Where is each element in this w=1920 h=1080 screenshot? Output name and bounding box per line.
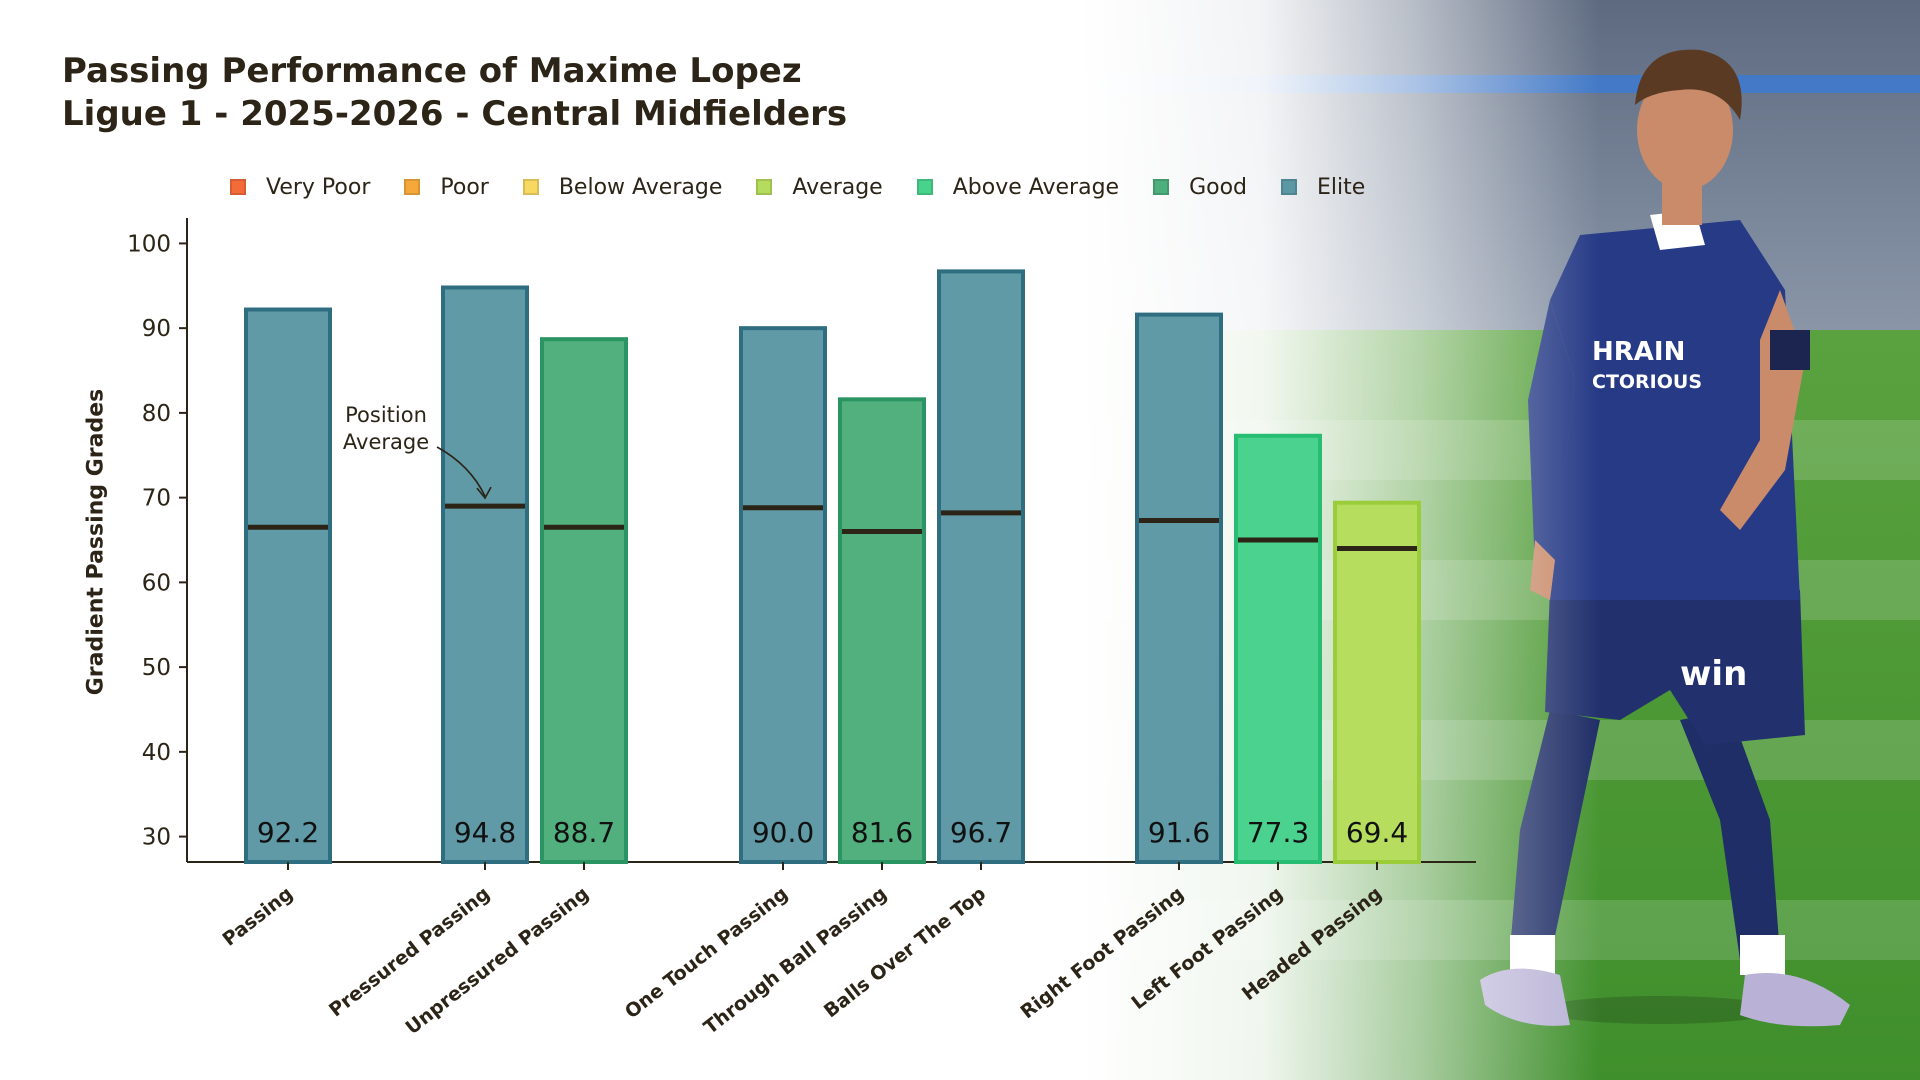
title-line-1: Passing Performance of Maxime Lopez <box>62 51 802 91</box>
svg-text:win: win <box>1680 654 1747 694</box>
bar <box>739 326 827 864</box>
y-tick-label: 60 <box>142 570 171 596</box>
bar <box>838 397 926 864</box>
position-average-annotation: Position Average <box>336 402 436 456</box>
bar-value-label: 77.3 <box>1247 816 1309 849</box>
legend-item-average: Average <box>756 174 883 200</box>
svg-text:HRAIN: HRAIN <box>1592 337 1685 367</box>
legend-swatch <box>522 179 539 195</box>
y-tick-label: 30 <box>142 825 171 851</box>
legend-label: Elite <box>1317 174 1366 200</box>
y-tick-label: 100 <box>127 231 171 257</box>
x-tick-label: Right Foot Passing <box>1017 883 1189 1024</box>
legend-swatch <box>1153 179 1170 195</box>
legend-swatch <box>916 179 933 195</box>
bar <box>1333 500 1421 864</box>
legend-label: Below Average <box>558 174 723 200</box>
legend-swatch <box>1281 179 1298 195</box>
bar <box>1135 312 1223 865</box>
bar-value-label: 90.0 <box>752 816 814 849</box>
bar <box>540 337 628 864</box>
annotation-arrowhead <box>476 486 492 500</box>
legend-label: Good <box>1189 174 1248 200</box>
annotation-arrow <box>436 446 486 497</box>
legend-swatch <box>756 179 773 195</box>
legend-swatch <box>404 179 421 195</box>
svg-text:CTORIOUS: CTORIOUS <box>1592 371 1702 393</box>
x-tick-label: Passing <box>219 883 298 951</box>
x-tick-label: Unpressured Passing <box>402 883 594 1039</box>
bar-value-label: 91.6 <box>1148 816 1210 849</box>
bar-value-label: 94.8 <box>454 816 516 849</box>
bar <box>937 269 1025 864</box>
legend-item-very-poor: Very Poor <box>230 175 370 200</box>
bar-value-label: 69.4 <box>1346 816 1408 849</box>
legend-item-poor: Poor <box>404 174 489 200</box>
bar-value-label: 88.7 <box>553 816 615 849</box>
y-axis-label: Gradient Passing Grades <box>83 388 109 696</box>
legend-item-below-average: Below Average <box>522 174 723 200</box>
y-tick-label: 90 <box>142 316 171 342</box>
x-tick-label: One Touch Passing <box>621 883 792 1024</box>
y-tick-label: 40 <box>142 740 171 766</box>
x-tick-label: Through Ball Passing <box>700 883 891 1039</box>
y-tick-label: 80 <box>142 401 171 427</box>
bar-value-label: 92.2 <box>257 816 319 849</box>
x-tick-label: Balls Over The Top <box>820 883 990 1023</box>
chart-title: Passing Performance of Maxime Lopez Ligu… <box>62 50 847 136</box>
legend-label: Above Average <box>952 174 1120 200</box>
y-tick-label: 70 <box>142 486 171 512</box>
legend-label: Very Poor <box>266 174 371 200</box>
legend: Very Poor Poor Below Average Average Abo… <box>230 172 1399 202</box>
annotation-line-1: Position <box>345 403 427 427</box>
legend-item-above-average: Above Average <box>916 174 1120 200</box>
bar <box>244 307 332 864</box>
bar-value-label: 96.7 <box>950 816 1012 849</box>
x-tick-label: Pressured Passing <box>325 883 494 1022</box>
bar <box>441 285 529 865</box>
bar-value-label: 81.6 <box>851 816 913 849</box>
legend-item-elite: Elite <box>1281 175 1365 200</box>
y-tick-label: 50 <box>142 655 171 681</box>
legend-swatch <box>230 179 246 195</box>
title-line-2: Ligue 1 - 2025-2026 - Central Midfielder… <box>62 94 848 134</box>
bar <box>1234 433 1322 864</box>
annotation-line-2: Average <box>342 430 430 454</box>
legend-label: Average <box>792 174 883 200</box>
legend-label: Poor <box>440 174 489 200</box>
legend-item-good: Good <box>1153 175 1247 200</box>
